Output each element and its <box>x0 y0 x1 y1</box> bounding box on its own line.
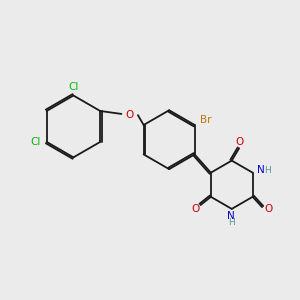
Text: O: O <box>264 204 273 214</box>
Text: N: N <box>227 211 235 221</box>
Text: O: O <box>191 204 200 214</box>
Text: Cl: Cl <box>30 137 41 148</box>
Text: O: O <box>236 137 244 147</box>
Text: H: H <box>228 218 235 227</box>
Text: O: O <box>125 110 134 120</box>
Text: H: H <box>265 166 271 175</box>
Text: N: N <box>257 165 265 175</box>
Text: Br: Br <box>200 115 212 125</box>
Text: Cl: Cl <box>69 82 79 92</box>
